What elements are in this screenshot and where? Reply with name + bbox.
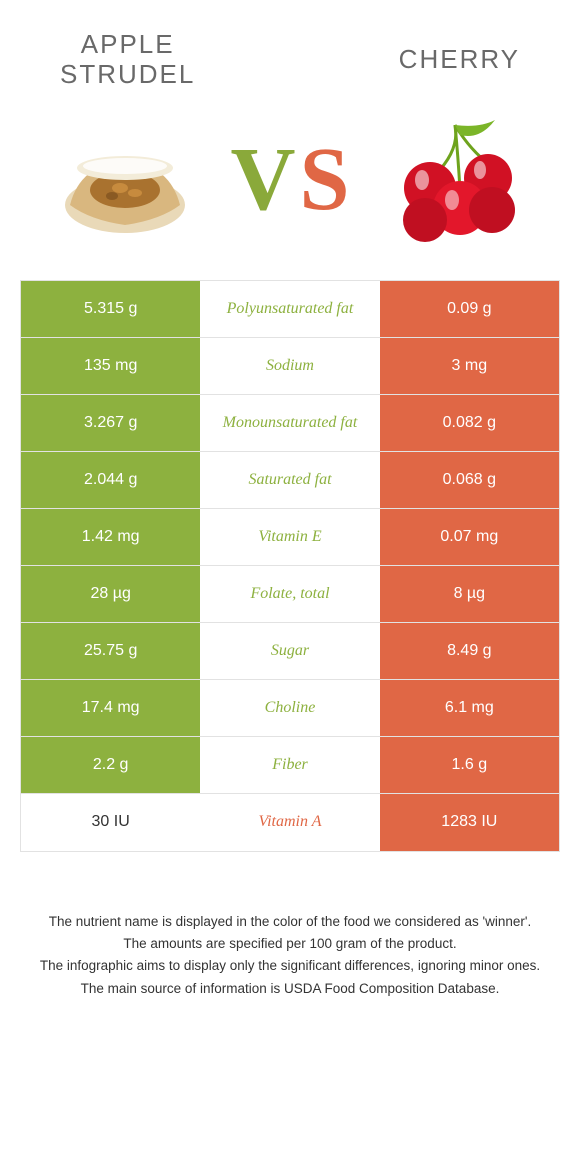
nutrient-label-text: Saturated fat <box>248 471 331 489</box>
table-row: 2.2 g Fiber 1.6 g <box>21 737 559 794</box>
nutrient-label-text: Folate, total <box>250 585 329 603</box>
nutrient-label: Monounsaturated fat <box>200 395 379 451</box>
nutrient-label-text: Vitamin A <box>259 813 322 831</box>
nutrient-label-text: Sodium <box>266 357 314 375</box>
table-row: 2.044 g Saturated fat 0.068 g <box>21 452 559 509</box>
footer-notes: The nutrient name is displayed in the co… <box>20 912 560 999</box>
vs-s: S <box>299 128 349 231</box>
right-value: 0.082 g <box>380 395 559 451</box>
nutrient-label: Sodium <box>200 338 379 394</box>
left-value: 3.267 g <box>21 395 200 451</box>
footnote: The main source of information is USDA F… <box>20 979 560 999</box>
nutrient-label-text: Polyunsaturated fat <box>227 300 354 318</box>
food-right-title: CHERRY <box>399 45 520 75</box>
left-value: 5.315 g <box>21 281 200 337</box>
table-row: 5.315 g Polyunsaturated fat 0.09 g <box>21 281 559 338</box>
nutrient-label: Choline <box>200 680 379 736</box>
table-row: 17.4 mg Choline 6.1 mg <box>21 680 559 737</box>
right-value: 6.1 mg <box>380 680 559 736</box>
left-value: 28 µg <box>21 566 200 622</box>
nutrient-label-text: Monounsaturated fat <box>223 414 358 432</box>
nutrient-label-text: Vitamin E <box>258 528 321 546</box>
cherry-image <box>380 110 530 250</box>
nutrient-label: Sugar <box>200 623 379 679</box>
comparison-table: 5.315 g Polyunsaturated fat 0.09 g 135 mg So… <box>20 280 560 852</box>
vs-row: VS <box>0 110 580 280</box>
left-value: 25.75 g <box>21 623 200 679</box>
food-left-title: APPLE STRUDEL <box>60 30 195 90</box>
right-value: 1.6 g <box>380 737 559 793</box>
vs-label: VS <box>230 128 349 231</box>
right-value: 0.068 g <box>380 452 559 508</box>
left-value: 1.42 mg <box>21 509 200 565</box>
nutrient-label: Fiber <box>200 737 379 793</box>
nutrient-label-text: Fiber <box>272 756 308 774</box>
table-row: 30 IU Vitamin A 1283 IU <box>21 794 559 851</box>
nutrient-label: Saturated fat <box>200 452 379 508</box>
nutrient-label: Vitamin A <box>200 794 379 851</box>
table-row: 3.267 g Monounsaturated fat 0.082 g <box>21 395 559 452</box>
footnote: The amounts are specified per 100 gram o… <box>20 934 560 954</box>
left-value: 2.044 g <box>21 452 200 508</box>
table-row: 25.75 g Sugar 8.49 g <box>21 623 559 680</box>
nutrient-label: Folate, total <box>200 566 379 622</box>
left-value: 30 IU <box>21 794 200 851</box>
nutrient-label-text: Sugar <box>271 642 309 660</box>
right-value: 8.49 g <box>380 623 559 679</box>
right-value: 0.09 g <box>380 281 559 337</box>
table-row: 135 mg Sodium 3 mg <box>21 338 559 395</box>
headings-row: APPLE STRUDEL CHERRY <box>0 0 580 110</box>
right-value: 1283 IU <box>380 794 559 851</box>
left-value: 135 mg <box>21 338 200 394</box>
nutrient-label-text: Choline <box>265 699 316 717</box>
left-value: 17.4 mg <box>21 680 200 736</box>
nutrient-label: Vitamin E <box>200 509 379 565</box>
table-row: 1.42 mg Vitamin E 0.07 mg <box>21 509 559 566</box>
footnote: The infographic aims to display only the… <box>20 956 560 976</box>
nutrient-label: Polyunsaturated fat <box>200 281 379 337</box>
left-value: 2.2 g <box>21 737 200 793</box>
table-row: 28 µg Folate, total 8 µg <box>21 566 559 623</box>
right-value: 3 mg <box>380 338 559 394</box>
vs-v: V <box>230 128 295 231</box>
right-value: 8 µg <box>380 566 559 622</box>
footnote: The nutrient name is displayed in the co… <box>20 912 560 932</box>
apple-strudel-image <box>50 110 200 250</box>
right-value: 0.07 mg <box>380 509 559 565</box>
